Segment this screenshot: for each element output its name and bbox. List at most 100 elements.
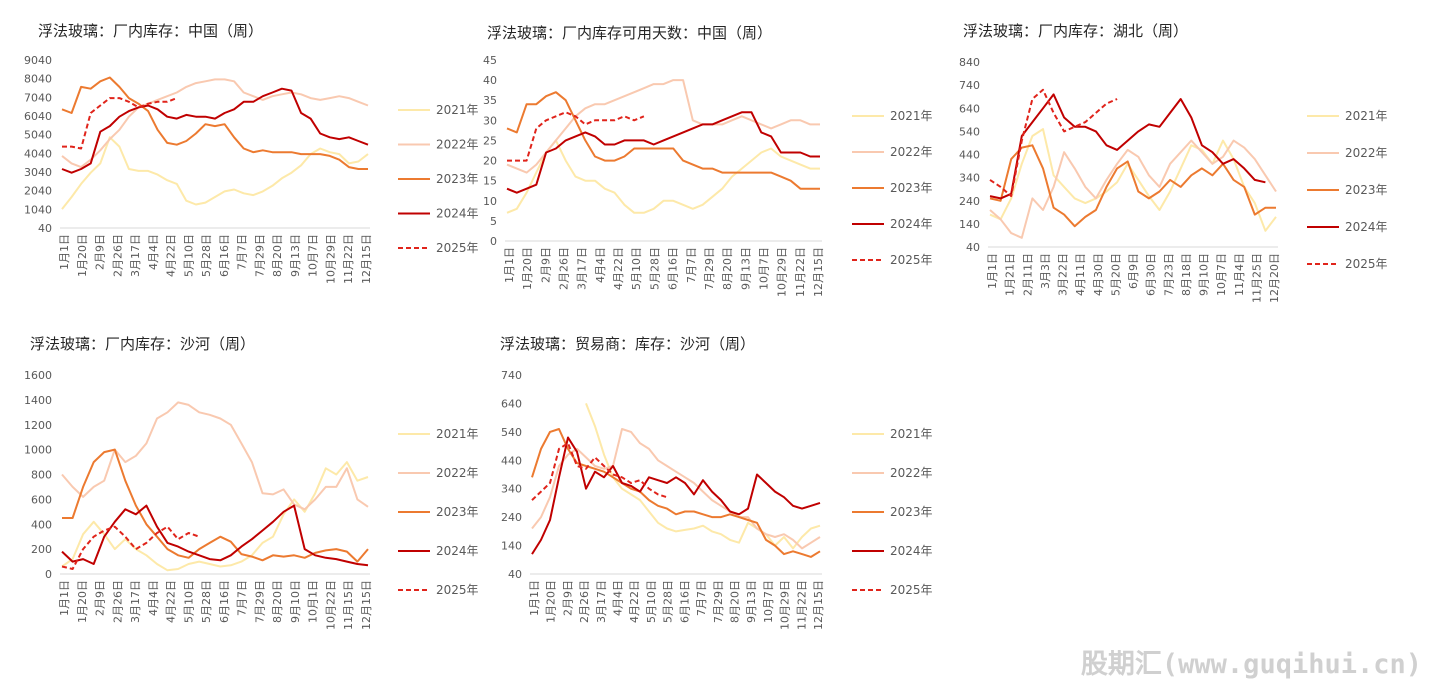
series-line-2023年 bbox=[989, 144, 1276, 228]
x-tick-label: 6月16日 bbox=[678, 580, 691, 623]
series-line-2024年 bbox=[61, 504, 369, 567]
legend-label: 2023年 bbox=[436, 505, 479, 519]
x-tick-label: 2月26日 bbox=[578, 580, 591, 623]
y-tick-label: 40 bbox=[38, 222, 52, 235]
series-line-2024年 bbox=[531, 436, 821, 555]
series-line-2025年 bbox=[62, 97, 178, 150]
y-tick-label: 600 bbox=[31, 493, 52, 506]
series-line-2022年 bbox=[61, 78, 369, 169]
series-line-2023年 bbox=[62, 448, 369, 563]
x-tick-label: 5月10日 bbox=[645, 580, 658, 623]
y-tick-label: 1400 bbox=[24, 394, 52, 407]
x-tick-label: 6月9日 bbox=[1127, 253, 1140, 289]
x-tick-label: 1月1日 bbox=[986, 253, 999, 289]
x-tick-label: 3月17日 bbox=[595, 580, 608, 623]
legend-label: 2021年 bbox=[1345, 109, 1388, 123]
y-tick-label: 40 bbox=[508, 568, 522, 581]
y-tick-label: 5040 bbox=[24, 129, 52, 142]
y-tick-label: 640 bbox=[501, 397, 522, 410]
series-line-2024年 bbox=[61, 87, 369, 174]
x-tick-label: 2月26日 bbox=[111, 580, 124, 623]
y-tick-label: 25 bbox=[483, 134, 497, 147]
x-tick-label: 1月20日 bbox=[521, 247, 534, 290]
series-line-2021年 bbox=[585, 403, 821, 550]
x-tick-label: 4月22日 bbox=[165, 234, 178, 277]
series-line-2025年 bbox=[989, 88, 1118, 198]
x-tick-label: 1月20日 bbox=[76, 234, 89, 277]
x-tick-label: 7月7日 bbox=[236, 580, 249, 616]
x-tick-label: 6月16日 bbox=[218, 580, 231, 623]
y-tick-label: 540 bbox=[501, 426, 522, 439]
series-line-2025年 bbox=[61, 525, 200, 570]
chart-title: 浮法玻璃：厂内库存：沙河（周） bbox=[30, 335, 255, 353]
y-tick-label: 6040 bbox=[24, 110, 52, 123]
x-tick-label: 10月29日 bbox=[779, 580, 792, 630]
x-tick-label: 2月9日 bbox=[94, 234, 107, 270]
y-tick-label: 400 bbox=[31, 518, 52, 531]
chart-title: 浮法玻璃：厂内库存：中国（周） bbox=[38, 22, 263, 40]
x-tick-label: 12月15日 bbox=[812, 247, 825, 297]
y-tick-label: 5 bbox=[490, 215, 497, 228]
x-tick-label: 10月7日 bbox=[762, 580, 775, 623]
x-tick-label: 7月29日 bbox=[253, 580, 266, 623]
x-tick-label: 10月29日 bbox=[324, 234, 337, 284]
x-tick-label: 4月4日 bbox=[594, 247, 607, 283]
x-tick-label: 5月10日 bbox=[182, 234, 195, 277]
y-tick-label: 240 bbox=[501, 511, 522, 524]
x-tick-label: 7月29日 bbox=[703, 247, 716, 290]
y-tick-label: 40 bbox=[483, 74, 497, 87]
y-tick-label: 4040 bbox=[24, 147, 52, 160]
x-tick-label: 6月16日 bbox=[218, 234, 231, 277]
x-tick-label: 1月1日 bbox=[503, 247, 516, 283]
x-tick-label: 2月26日 bbox=[111, 234, 124, 277]
legend-label: 2021年 bbox=[436, 103, 479, 117]
x-tick-label: 5月28日 bbox=[200, 234, 213, 277]
y-tick-label: 0 bbox=[45, 568, 52, 581]
x-tick-label: 5月20日 bbox=[1109, 253, 1122, 296]
x-tick-label: 9月13日 bbox=[745, 580, 758, 623]
y-tick-label: 740 bbox=[959, 79, 980, 92]
y-tick-label: 30 bbox=[483, 114, 497, 127]
x-tick-label: 4月4日 bbox=[147, 234, 160, 270]
series-line-2022年 bbox=[989, 139, 1277, 239]
chart-3: 浮法玻璃：厂内库存：湖北（周） 40 140 240 340 440 540 640 740 84… bbox=[959, 22, 1388, 303]
legend-label: 2025年 bbox=[890, 583, 933, 597]
y-tick-label: 240 bbox=[959, 195, 980, 208]
y-tick-label: 140 bbox=[959, 218, 980, 231]
x-tick-label: 4月22日 bbox=[628, 580, 641, 623]
y-tick-label: 1040 bbox=[24, 203, 52, 216]
y-tick-label: 3040 bbox=[24, 166, 52, 179]
x-tick-label: 1月21日 bbox=[1004, 253, 1017, 296]
x-tick-label: 8月20日 bbox=[271, 580, 284, 623]
series-line-2024年 bbox=[506, 111, 820, 194]
x-tick-label: 5月10日 bbox=[182, 580, 195, 623]
y-tick-label: 800 bbox=[31, 469, 52, 482]
y-tick-label: 20 bbox=[483, 155, 497, 168]
y-tick-label: 640 bbox=[959, 102, 980, 115]
chart-title: 浮法玻璃：厂内库存可用天数：中国（周） bbox=[487, 24, 772, 42]
legend-label: 2025年 bbox=[436, 241, 479, 255]
legend-label: 2022年 bbox=[890, 466, 933, 480]
x-tick-label: 10月7日 bbox=[307, 234, 320, 277]
x-tick-label: 10月7日 bbox=[757, 247, 770, 290]
y-tick-label: 10 bbox=[483, 195, 497, 208]
x-tick-label: 4月11日 bbox=[1074, 253, 1087, 296]
y-tick-label: 440 bbox=[959, 149, 980, 162]
legend-label: 2023年 bbox=[436, 172, 479, 186]
y-tick-label: 340 bbox=[501, 483, 522, 496]
x-tick-label: 1月1日 bbox=[58, 580, 71, 616]
chart-1: 浮法玻璃：厂内库存：中国（周） 40 1040 2040 3040 4040 5040 604… bbox=[24, 22, 479, 284]
y-tick-label: 35 bbox=[483, 94, 497, 107]
y-tick-label: 40 bbox=[966, 241, 980, 254]
legend-label: 2021年 bbox=[436, 427, 479, 441]
x-tick-label: 6月30日 bbox=[1145, 253, 1158, 296]
x-tick-label: 8月20日 bbox=[271, 234, 284, 277]
series-line-2021年 bbox=[506, 139, 820, 214]
y-tick-label: 1600 bbox=[24, 369, 52, 382]
x-tick-label: 6月16日 bbox=[667, 247, 680, 290]
series-line-2023年 bbox=[506, 91, 820, 190]
series-line-2022年 bbox=[506, 79, 820, 174]
legend-label: 2022年 bbox=[436, 138, 479, 152]
x-tick-label: 7月29日 bbox=[253, 234, 266, 277]
x-tick-label: 3月3日 bbox=[1039, 253, 1052, 289]
